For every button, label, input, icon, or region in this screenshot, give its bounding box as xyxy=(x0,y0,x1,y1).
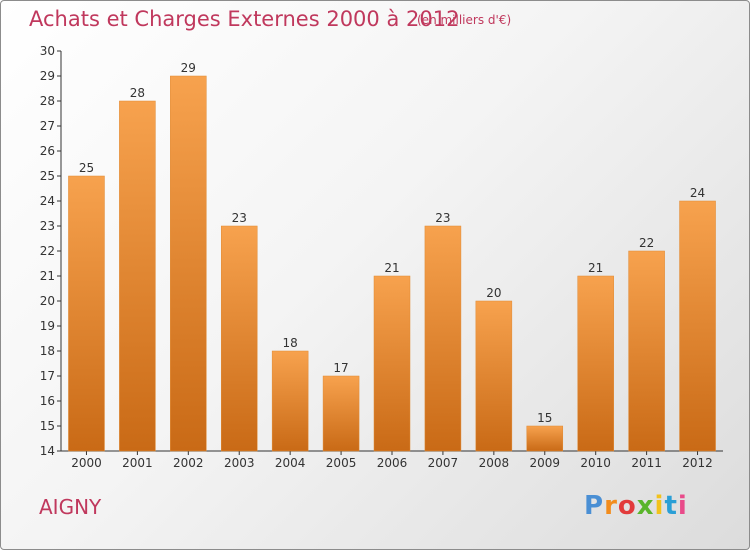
y-tick-label: 21 xyxy=(40,269,55,283)
y-tick-label: 24 xyxy=(40,194,55,208)
bar xyxy=(373,275,411,452)
chart-title: Achats et Charges Externes 2000 à 2012 xyxy=(29,7,460,31)
y-tick-label: 28 xyxy=(40,94,55,108)
y-tick-label: 29 xyxy=(40,69,55,83)
bar xyxy=(322,375,360,452)
commune-name: AIGNY xyxy=(39,495,102,519)
x-tick-label: 2006 xyxy=(377,456,408,470)
logo-letter: i xyxy=(677,491,688,521)
bar-value-label: 17 xyxy=(333,361,348,375)
bar-value-label: 25 xyxy=(79,161,94,175)
y-tick-label: 27 xyxy=(40,119,55,133)
bar xyxy=(271,350,309,452)
x-tick-label: 2000 xyxy=(71,456,102,470)
y-tick-label: 20 xyxy=(40,294,55,308)
bar xyxy=(628,250,665,452)
bar-value-label: 21 xyxy=(384,261,399,275)
bar-value-label: 29 xyxy=(181,61,196,75)
y-tick-label: 30 xyxy=(40,44,55,58)
x-tick-label: 2001 xyxy=(122,456,153,470)
y-tick-label: 14 xyxy=(40,444,55,458)
bar-value-label: 23 xyxy=(232,211,247,225)
bar xyxy=(68,175,105,452)
bar xyxy=(220,225,258,452)
bar-value-label: 24 xyxy=(690,186,705,200)
y-tick-label: 15 xyxy=(40,419,55,433)
logo-letter: r xyxy=(604,491,618,521)
chart-subtitle: (en milliers d'€) xyxy=(417,13,512,27)
x-tick-label: 2011 xyxy=(631,456,662,470)
bar xyxy=(577,275,614,452)
x-tick-label: 2005 xyxy=(326,456,357,470)
logo-letter: i xyxy=(654,491,665,521)
x-tick-label: 2002 xyxy=(173,456,204,470)
x-tick-label: 2007 xyxy=(428,456,459,470)
y-tick-label: 16 xyxy=(40,394,55,408)
bar xyxy=(424,225,462,452)
bar-value-label: 23 xyxy=(435,211,450,225)
bar-value-label: 22 xyxy=(639,236,654,250)
axis-layer: 14 15 16 17 18 19 20 21 22 23 24 25 26 27 28 29 30 2000 20… xyxy=(40,44,723,470)
bar-value-label: 20 xyxy=(486,286,501,300)
y-tick-label: 22 xyxy=(40,244,55,258)
y-tick-label: 17 xyxy=(40,369,55,383)
x-tick-label: 2010 xyxy=(580,456,611,470)
proxiti-logo: Proxiti xyxy=(584,491,688,521)
bar xyxy=(679,200,716,452)
logo-letter: o xyxy=(617,491,637,521)
bar xyxy=(475,300,513,452)
y-tick-label: 18 xyxy=(40,344,55,358)
x-tick-label: 2004 xyxy=(275,456,306,470)
x-tick-label: 2003 xyxy=(224,456,255,470)
y-tick-label: 23 xyxy=(40,219,55,233)
y-tick-label: 26 xyxy=(40,144,55,158)
bar xyxy=(119,100,156,452)
bar-value-label: 21 xyxy=(588,261,603,275)
logo-letter: x xyxy=(636,491,655,521)
x-tick-label: 2012 xyxy=(682,456,713,470)
bar xyxy=(526,425,564,452)
logo-letter: t xyxy=(664,491,678,521)
y-tick-label: 25 xyxy=(40,169,55,183)
bar-value-label: 15 xyxy=(537,411,552,425)
x-tick-label: 2008 xyxy=(479,456,510,470)
bars-layer: 25 28 29 23 18 17 21 23 20 15 21 22 24 xyxy=(68,61,716,452)
bar-value-label: 18 xyxy=(283,336,298,350)
y-tick-label: 19 xyxy=(40,319,55,333)
bar-value-label: 28 xyxy=(130,86,145,100)
x-tick-label: 2009 xyxy=(529,456,560,470)
bar xyxy=(170,75,207,452)
logo-letter: P xyxy=(584,491,605,521)
